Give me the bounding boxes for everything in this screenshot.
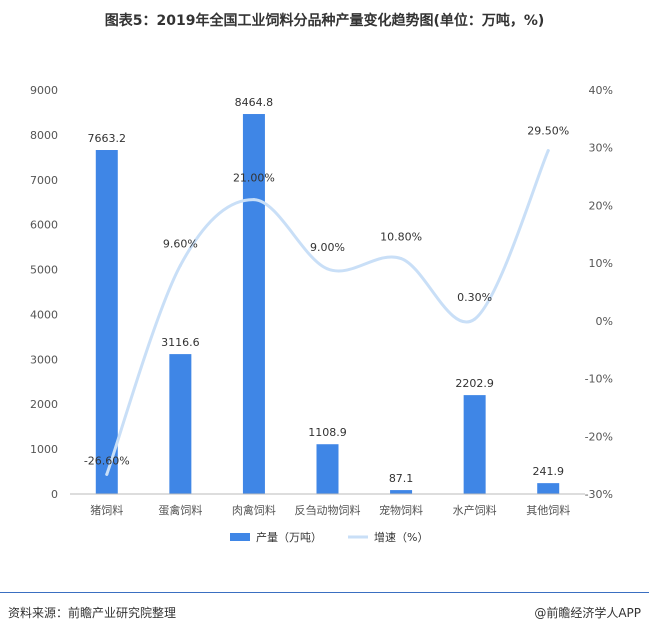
- bar-value-label: 2202.9: [455, 377, 494, 390]
- bar-6: [537, 483, 560, 494]
- chart-title: 图表5：2019年全国工业饲料分品种产量变化趋势图(单位：万吨，%): [104, 13, 545, 29]
- y-right-tick-label: 10%: [589, 257, 613, 270]
- y-left-tick-label: 2000: [30, 398, 58, 411]
- y-left-tick-label: 6000: [30, 219, 58, 232]
- legend-label-output: 产量（万吨）: [256, 530, 322, 544]
- x-category-label: 反刍动物饲料: [295, 503, 361, 517]
- bar-value-label: 87.1: [389, 472, 414, 485]
- footer-divider: [0, 592, 649, 593]
- y-left-tick-label: 4000: [30, 308, 58, 321]
- line-series: [105, 149, 550, 476]
- bar-2: [242, 114, 265, 494]
- growth-value-label: 9.00%: [310, 241, 345, 254]
- y-left-tick-label: 9000: [30, 84, 58, 97]
- y-left-tick-label: 7000: [30, 174, 58, 187]
- bar-value-label: 241.9: [532, 465, 564, 478]
- legend: 产量（万吨） 增速（%）: [230, 530, 428, 544]
- bar-value-label: 8464.8: [235, 96, 274, 109]
- bar-5: [463, 395, 486, 494]
- y-right-tick-label: -30%: [585, 488, 613, 501]
- bar-0: [95, 150, 118, 495]
- growth-value-label: 9.60%: [163, 237, 198, 250]
- growth-point-5: [473, 317, 477, 321]
- y-left-tick-label: 0: [51, 488, 58, 501]
- y-left-tick-label: 1000: [30, 443, 58, 456]
- x-category-label: 水产饲料: [453, 503, 497, 517]
- y-left-tick-label: 3000: [30, 353, 58, 366]
- x-category-label: 肉禽饲料: [232, 503, 276, 517]
- credit-note: @前瞻经济学人APP: [534, 606, 641, 620]
- bar-value-label: 1108.9: [308, 426, 347, 439]
- x-category-label: 其他饲料: [526, 503, 570, 517]
- y-right-tick-label: 30%: [589, 142, 613, 155]
- legend-swatch-bar: [230, 533, 250, 541]
- y-left-tick-label: 5000: [30, 264, 58, 277]
- x-category-label: 宠物饲料: [379, 503, 423, 517]
- legend-label-growth: 增速（%）: [374, 530, 428, 544]
- axes: 0 1000 2000 3000 4000 5000 6000 7000 8000 9000 -30…: [30, 84, 613, 517]
- growth-value-label: 10.80%: [380, 231, 422, 244]
- growth-value-label: -26.60%: [84, 454, 130, 467]
- bar-value-label: 3116.6: [161, 336, 200, 349]
- y-right-tick-label: -20%: [585, 430, 613, 443]
- growth-value-label: 29.50%: [527, 125, 569, 138]
- growth-point-1: [178, 263, 182, 267]
- bar-series: [95, 114, 560, 495]
- y-right-tick-label: 40%: [589, 84, 613, 97]
- growth-point-4: [399, 257, 403, 261]
- growth-point-0: [105, 472, 109, 476]
- growth-point-3: [326, 267, 329, 271]
- bar-3: [316, 444, 339, 494]
- bar-value-label: 7663.2: [88, 132, 127, 145]
- source-note: 资料来源：前瞻产业研究院整理: [8, 606, 177, 620]
- x-category-label: 蛋禽饲料: [158, 503, 202, 517]
- growth-point-2: [252, 198, 256, 202]
- bar-1: [169, 354, 192, 494]
- y-right-tick-label: 0%: [596, 315, 613, 328]
- growth-value-label: 21.00%: [233, 172, 275, 185]
- y-right-tick-label: 20%: [589, 199, 613, 212]
- bar-4: [390, 490, 413, 494]
- y-right-tick-label: -10%: [585, 373, 613, 386]
- data-labels: 7663.2 3116.6 8464.8 1108.9 87.1 2202.9 241.9 -…: [84, 96, 569, 485]
- y-left-tick-label: 8000: [30, 129, 58, 142]
- growth-point-6: [546, 149, 550, 153]
- growth-value-label: 0.30%: [457, 291, 492, 304]
- x-category-label: 猪饲料: [90, 503, 123, 517]
